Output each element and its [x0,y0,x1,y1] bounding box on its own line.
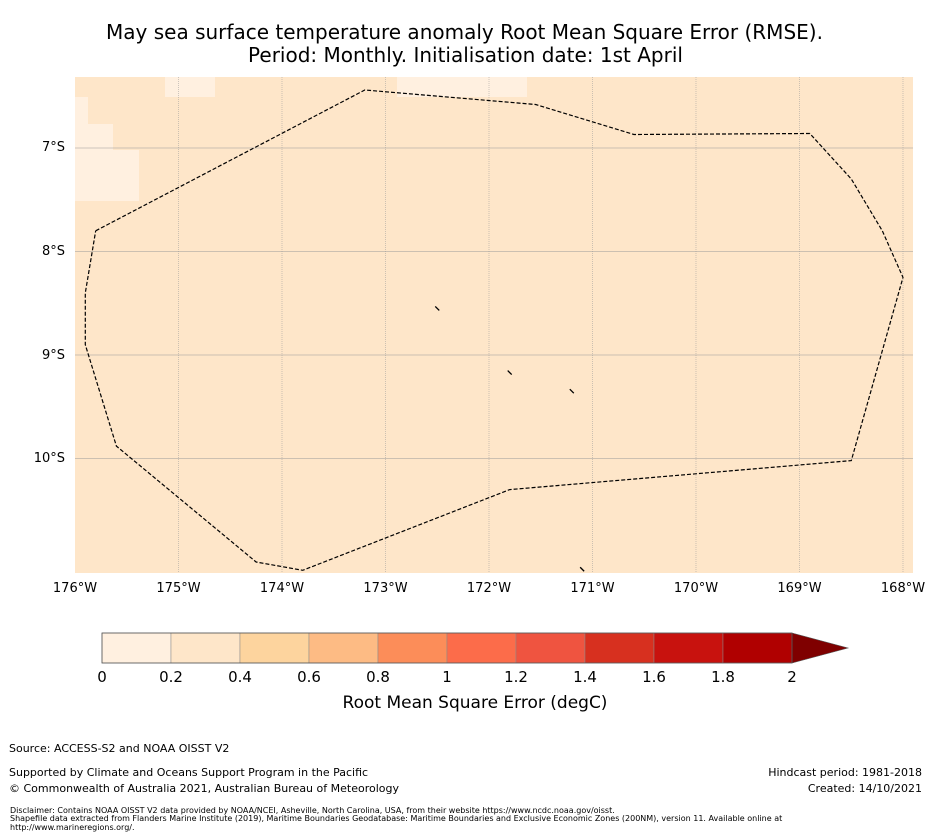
colorbar-tick: 1.6 [642,668,666,686]
colorbar-bin [584,632,655,664]
disclaimer-line3: http://www.marineregions.org/. [10,823,135,832]
lon-label: 170°W [673,581,719,596]
lon-label: 176°W [52,581,98,596]
lat-label: 10°S [33,451,65,466]
source-text: Source: ACCESS-S2 and NOAA OISST V2 [9,742,230,755]
islands [434,305,585,572]
lon-label: 171°W [570,581,615,596]
colorbar-bin [377,632,448,664]
colorbar-bin [101,632,172,664]
ocean-background [75,77,913,573]
lat-label: 9°S [41,348,65,363]
island-4 [579,566,585,572]
pale-cell [75,150,139,201]
colorbar-tick: 0.4 [228,668,252,686]
copyright-text: © Commonwealth of Australia 2021, Austra… [9,782,399,795]
colorbar-label: Root Mean Square Error (degC) [342,693,608,713]
colorbar-tick: 1 [442,668,452,686]
island-2 [507,370,513,376]
colorbar-tick: 0.2 [159,668,183,686]
low-error-cells [75,77,527,201]
colorbar-tick: 1.4 [573,668,597,686]
colorbar-bin [446,632,517,664]
colorbar-bin [722,632,793,664]
pale-cell [75,124,113,151]
colorbar-tick: 0.6 [297,668,321,686]
disclaimer-line2: Shapefile data extracted from Flanders M… [10,814,783,823]
lon-label: 172°W [466,581,512,596]
colorbar-bin [239,632,310,664]
lon-label: 174°W [259,581,305,596]
disclaimer-line1: Disclaimer: Contains NOAA OISST V2 data … [10,806,615,815]
hindcast-period-text: Hindcast period: 1981-2018 [768,766,922,779]
pale-cell [75,97,88,124]
eez-boundary [84,89,904,571]
colorbar-tick: 1.2 [504,668,528,686]
lat-label: 7°S [41,140,65,155]
colorbar-bin [515,632,586,664]
gridlines [75,77,913,573]
map-plot [75,77,913,573]
map-title-line1: May sea surface temperature anomaly Root… [106,20,823,44]
lon-label: 175°W [156,581,201,596]
colorbar-frame [101,632,793,664]
colorbar-tick: 2 [787,668,797,686]
lat-label: 8°S [41,244,65,259]
colorbar [101,632,850,664]
map-title-line2: Period: Monthly. Initialisation date: 1s… [248,43,683,67]
colorbar-bin [308,632,379,664]
lon-label: 169°W [777,581,822,596]
support-text: Supported by Climate and Oceans Support … [9,766,369,779]
created-date-text: Created: 14/10/2021 [807,782,922,795]
colorbar-bin [170,632,241,664]
colorbar-tick: 1.8 [711,668,735,686]
colorbar-tick: 0.8 [366,668,390,686]
pale-cell [397,77,527,97]
colorbar-bin [653,632,724,664]
colorbar-tick: 0 [97,668,107,686]
pale-cell [165,77,215,97]
island-3 [569,388,575,394]
lon-label: 173°W [363,581,408,596]
colorbar-extend-arrow [791,632,850,664]
lon-label: 168°W [880,581,926,596]
island-1 [434,305,440,311]
